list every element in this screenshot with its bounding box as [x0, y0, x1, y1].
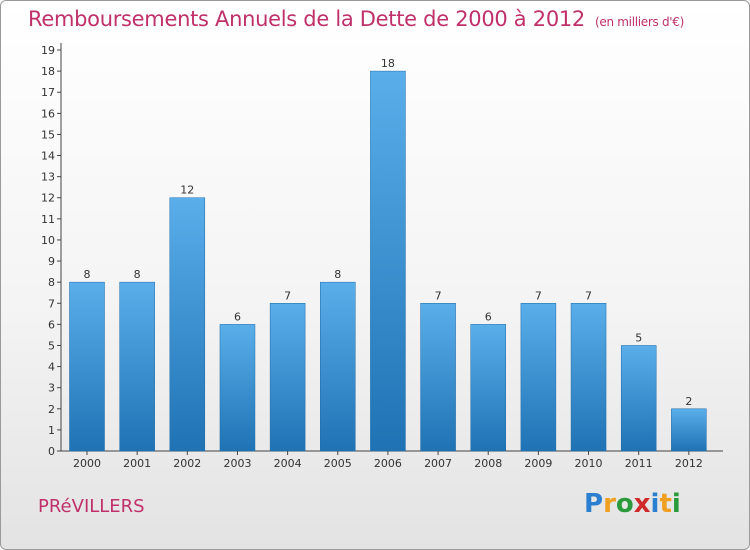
- x-tick-label: 2011: [625, 457, 653, 470]
- bar: [420, 303, 456, 452]
- bar-value-label: 8: [134, 268, 141, 281]
- bar-value-label: 7: [585, 289, 592, 302]
- bar: [320, 281, 356, 452]
- x-tick-label: 2001: [123, 457, 151, 470]
- logo-letter: i: [650, 489, 660, 519]
- x-tick-label: 2004: [274, 457, 302, 470]
- y-tick-label: 4: [48, 361, 55, 374]
- bar-value-label: 18: [381, 57, 395, 70]
- y-tick-label: 7: [48, 297, 55, 310]
- bar: [570, 303, 607, 452]
- y-tick-label: 11: [41, 213, 55, 226]
- y-tick-label: 9: [48, 255, 55, 268]
- logo-letter: o: [615, 489, 634, 519]
- y-tick-label: 1: [48, 424, 55, 437]
- x-tick-label: 2009: [524, 457, 552, 470]
- logo-letter: i: [671, 489, 681, 519]
- x-tick-label: 2003: [223, 457, 251, 470]
- y-tick-label: 18: [41, 65, 55, 78]
- y-tick-label: 5: [48, 339, 55, 352]
- chart-title: Remboursements Annuels de la Dette de 20…: [28, 7, 684, 31]
- chart-title-text: Remboursements Annuels de la Dette de 20…: [28, 7, 585, 31]
- y-tick-label: 16: [41, 107, 55, 120]
- logo-letter: r: [603, 489, 616, 519]
- logo-letter: t: [659, 489, 672, 519]
- y-tick-label: 2: [48, 403, 55, 416]
- bar-value-label: 6: [485, 310, 492, 323]
- bar-value-label: 8: [334, 268, 341, 281]
- chart-unit: (en milliers d'€): [595, 15, 685, 29]
- bar-value-label: 8: [84, 268, 91, 281]
- bar: [119, 281, 155, 452]
- y-tick-label: 12: [41, 192, 55, 205]
- y-tick-label: 8: [48, 276, 55, 289]
- proxiti-logo: Proxiti: [584, 489, 681, 519]
- bar-value-label: 7: [435, 289, 442, 302]
- x-tick-label: 2007: [424, 457, 452, 470]
- bar-value-label: 7: [535, 289, 542, 302]
- bar-value-label: 2: [685, 395, 692, 408]
- bar: [620, 345, 657, 452]
- y-tick-label: 17: [41, 86, 55, 99]
- bar: [520, 303, 557, 452]
- bar: [470, 324, 506, 452]
- x-tick-label: 2000: [73, 457, 101, 470]
- x-tick-label: 2012: [675, 457, 703, 470]
- logo-letter: x: [633, 489, 651, 519]
- bar: [169, 197, 206, 452]
- bar: [671, 408, 707, 452]
- y-tick-label: 0: [48, 445, 55, 458]
- y-tick-label: 19: [41, 44, 55, 57]
- bar: [370, 70, 406, 452]
- y-tick-label: 3: [48, 382, 55, 395]
- y-tick-label: 13: [41, 171, 55, 184]
- bar-value-label: 12: [180, 184, 194, 197]
- bar: [219, 324, 256, 452]
- bar-value-label: 6: [234, 310, 241, 323]
- bar-value-label: 5: [635, 331, 642, 344]
- y-tick-label: 10: [41, 234, 55, 247]
- bar-value-label: 7: [284, 289, 291, 302]
- commune-name: PRéVILLERS: [38, 496, 145, 517]
- x-tick-label: 2005: [324, 457, 352, 470]
- logo-letter: P: [584, 489, 604, 519]
- x-tick-label: 2008: [474, 457, 502, 470]
- y-tick-label: 15: [41, 128, 55, 141]
- y-tick-label: 6: [48, 318, 55, 331]
- bar: [269, 303, 306, 452]
- x-tick-label: 2010: [575, 457, 603, 470]
- x-tick-label: 2002: [173, 457, 201, 470]
- x-tick-label: 2006: [374, 457, 402, 470]
- y-tick-label: 14: [41, 150, 55, 163]
- bar: [69, 281, 105, 452]
